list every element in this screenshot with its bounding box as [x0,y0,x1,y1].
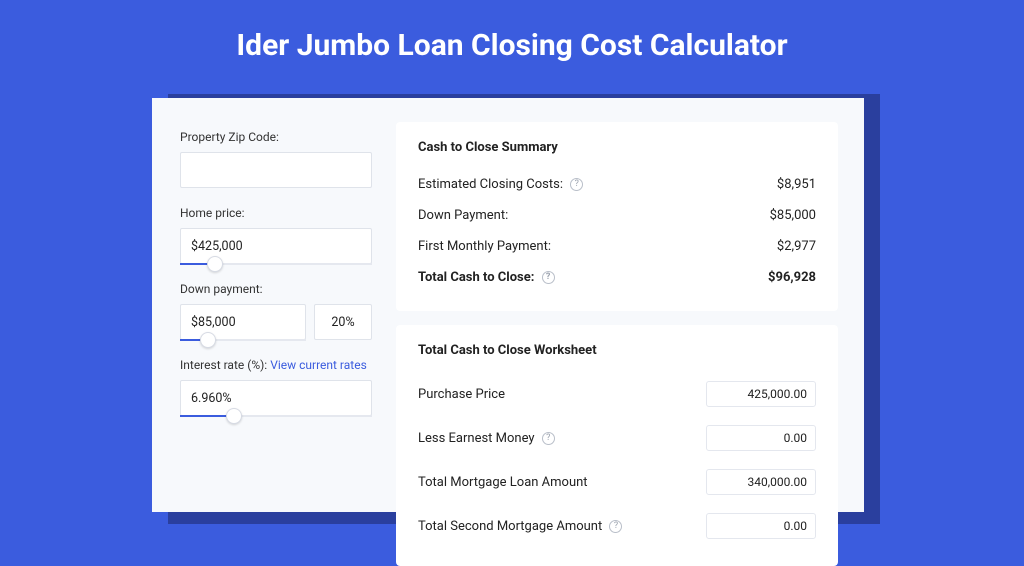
summary-row-down-payment: Down Payment: $85,000 [418,200,816,231]
summary-label: Estimated Closing Costs: [418,177,563,192]
summary-value: $2,977 [777,239,816,254]
results-column: Cash to Close Summary Estimated Closing … [390,98,864,512]
worksheet-label: Total Second Mortgage Amount [418,519,602,534]
summary-row-first-payment: First Monthly Payment: $2,977 [418,231,816,262]
summary-label: First Monthly Payment: [418,239,551,254]
home-price-label: Home price: [180,206,372,220]
zip-input[interactable] [180,152,372,188]
worksheet-input-second-mortgage[interactable] [706,513,816,539]
interest-rate-field: Interest rate (%): View current rates [180,358,372,416]
down-payment-input[interactable] [180,304,306,340]
summary-label: Down Payment: [418,208,508,223]
worksheet-input-purchase-price[interactable] [706,381,816,407]
down-payment-field: Down payment: 20% [180,282,372,340]
worksheet-input-mortgage-amount[interactable] [706,469,816,495]
interest-rate-slider[interactable] [180,380,372,416]
down-payment-slider[interactable] [180,304,306,340]
down-payment-pct[interactable]: 20% [314,304,372,340]
zip-field: Property Zip Code: [180,130,372,188]
home-price-field: Home price: [180,206,372,264]
worksheet-row-second-mortgage: Total Second Mortgage Amount ? [418,504,816,548]
zip-label: Property Zip Code: [180,130,372,144]
worksheet-input-earnest-money[interactable] [706,425,816,451]
worksheet-label: Less Earnest Money [418,431,535,446]
help-icon[interactable]: ? [609,520,622,533]
worksheet-row-mortgage-amount: Total Mortgage Loan Amount [418,460,816,504]
summary-total-value: $96,928 [768,270,816,285]
down-payment-label: Down payment: [180,282,372,296]
home-price-slider[interactable] [180,228,372,264]
calculator-card: Property Zip Code: Home price: Down paym… [152,98,864,512]
summary-heading: Cash to Close Summary [418,140,816,155]
worksheet-label: Purchase Price [418,387,505,402]
summary-value: $85,000 [770,208,816,223]
worksheet-card: Total Cash to Close Worksheet Purchase P… [396,325,838,566]
worksheet-label: Total Mortgage Loan Amount [418,475,588,490]
summary-total-label: Total Cash to Close: [418,270,534,285]
interest-rate-thumb[interactable] [226,408,242,424]
worksheet-row-purchase-price: Purchase Price [418,372,816,416]
help-icon[interactable]: ? [570,178,583,191]
help-icon[interactable]: ? [542,271,555,284]
inputs-column: Property Zip Code: Home price: Down paym… [152,98,390,512]
page-title: Ider Jumbo Loan Closing Cost Calculator [0,0,1024,85]
interest-rate-input[interactable] [180,380,372,416]
down-payment-thumb[interactable] [200,332,216,348]
summary-card: Cash to Close Summary Estimated Closing … [396,122,838,311]
summary-row-closing-costs: Estimated Closing Costs: ? $8,951 [418,169,816,200]
view-rates-link[interactable]: View current rates [270,358,367,372]
help-icon[interactable]: ? [542,432,555,445]
summary-row-total: Total Cash to Close: ? $96,928 [418,262,816,293]
home-price-thumb[interactable] [207,256,223,272]
worksheet-row-earnest-money: Less Earnest Money ? [418,416,816,460]
summary-value: $8,951 [777,177,816,192]
interest-rate-label: Interest rate (%): View current rates [180,358,372,372]
worksheet-heading: Total Cash to Close Worksheet [418,343,816,358]
